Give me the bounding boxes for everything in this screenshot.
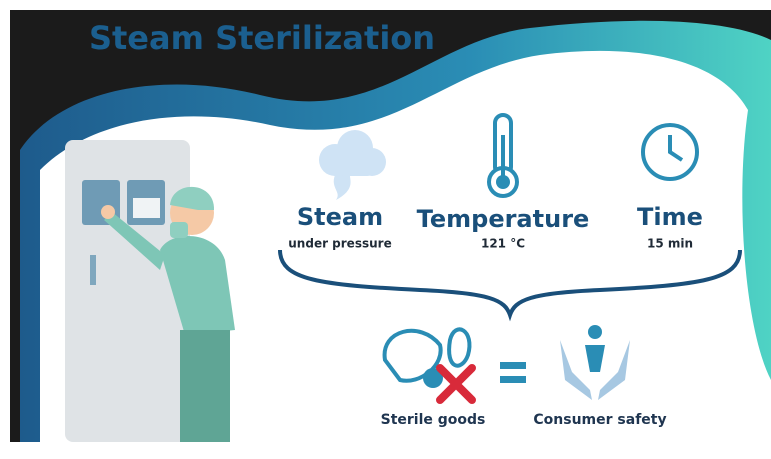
factor-label: Steam [297,203,383,231]
factor-label: Temperature [417,205,590,233]
sterilizer [65,140,190,442]
result-label: Sterile goods [381,412,486,428]
result-label: Consumer safety [533,412,666,428]
factor-detail: 15 min [647,237,693,251]
title: Steam Sterilization [89,19,435,57]
factor-detail: under pressure [288,237,391,251]
factor-label: Time [637,203,703,231]
factor-detail: 121 °C [481,237,525,251]
infographic: Steam Sterilization Steam under pressure… [0,0,771,459]
